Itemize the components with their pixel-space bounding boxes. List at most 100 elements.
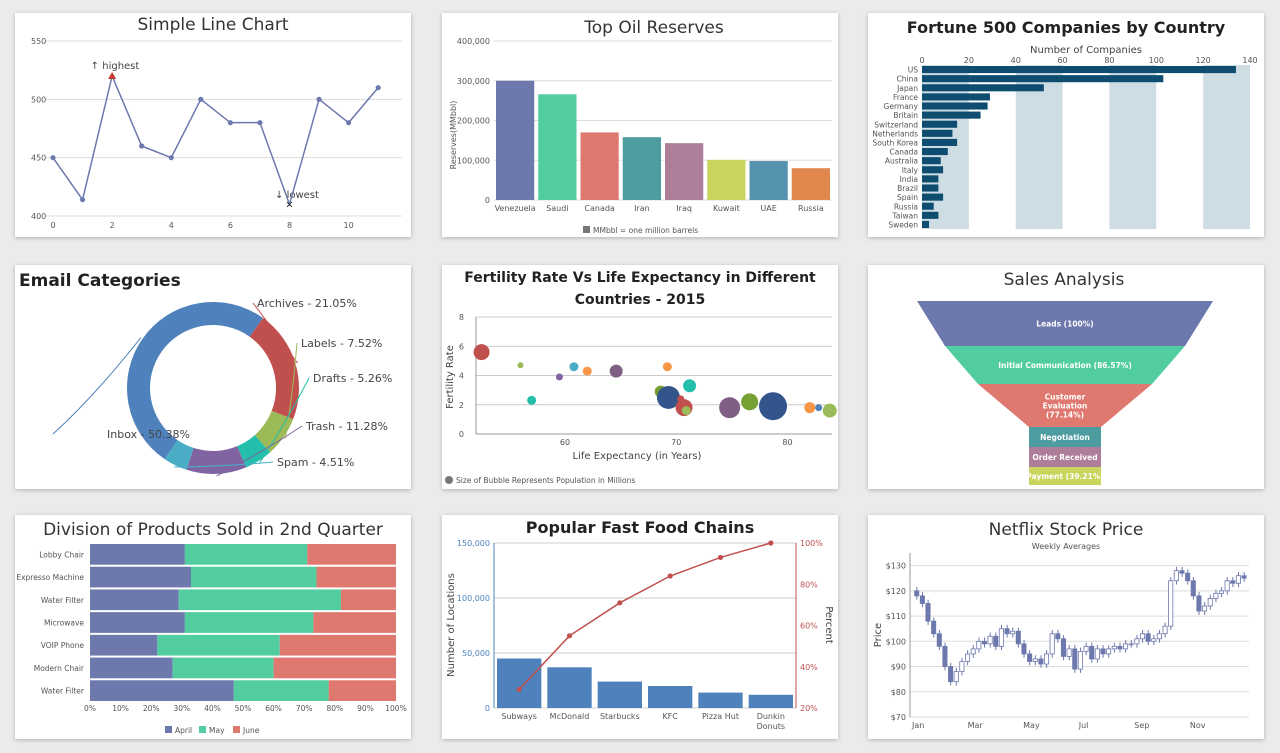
stage-label: Leads (100%) xyxy=(1036,320,1093,329)
y-tick-label: $90 xyxy=(891,663,906,672)
y-tick-label: 150,000 xyxy=(457,539,490,548)
data-point xyxy=(50,155,56,161)
chart-title: Fortune 500 Companies by Country xyxy=(907,18,1226,37)
donut-slice xyxy=(249,318,299,420)
stage-label: Order Received xyxy=(1032,453,1097,462)
stage-label: Payment (39.21%) xyxy=(1026,472,1104,481)
y-tick-label: 200,000 xyxy=(457,117,490,126)
x-tick-label: 50% xyxy=(235,704,252,713)
bar xyxy=(748,694,793,708)
y-tick-label: Microwave xyxy=(44,619,84,628)
candle xyxy=(1004,628,1010,635)
x-tick-label: 80 xyxy=(782,438,792,447)
y2-tick-label: 40% xyxy=(800,663,818,672)
x-tick-label: KFC xyxy=(662,712,678,721)
bubble xyxy=(719,397,741,419)
y-tick-label: 100,000 xyxy=(457,594,490,603)
candle xyxy=(1015,630,1021,645)
x-tick-label: 10 xyxy=(344,221,354,230)
y-tick-label: Spain xyxy=(897,193,918,202)
y-tick-label: Italy xyxy=(902,166,919,175)
bubble xyxy=(662,362,672,372)
y-tick-label: $80 xyxy=(891,688,906,697)
candle xyxy=(914,590,920,597)
x-tick-label: 60 xyxy=(1057,56,1067,65)
chart-card-simple-line: Simple Line Chart ↑ highest ↓ lowest 400… xyxy=(15,13,411,237)
cumulative-point xyxy=(768,540,774,546)
leader-line xyxy=(284,342,298,439)
y-tick-label: Modern Chair xyxy=(34,664,85,673)
y-tick-label: South Korea xyxy=(873,139,918,148)
candle xyxy=(1190,580,1196,597)
candle xyxy=(1235,575,1241,584)
y-tick-label: Taiwan xyxy=(891,211,918,220)
y-tick-label: 6 xyxy=(459,342,464,351)
y-tick-label: $100 xyxy=(886,637,906,646)
chart-card-fertility: Fertility Rate Vs Life Expectancy in Dif… xyxy=(442,265,838,489)
x-tick-label: 80% xyxy=(326,704,343,713)
x-tick-label: 0% xyxy=(84,704,96,713)
candle xyxy=(931,620,937,635)
stacked-bar-segment xyxy=(184,544,308,565)
y-tick-label: US xyxy=(908,66,918,75)
stacked-bar-segment xyxy=(90,634,158,656)
x-tick-label: Canada xyxy=(584,204,615,213)
x-tick-label: Nov xyxy=(1190,721,1206,730)
bubble xyxy=(527,395,537,405)
x-tick-label: Subways xyxy=(501,712,537,721)
x-tick-label: 8 xyxy=(287,221,292,230)
bubble xyxy=(759,392,788,421)
x-tick-label: 6 xyxy=(228,221,233,230)
funnel-stage xyxy=(1029,427,1101,447)
candle xyxy=(1145,633,1151,642)
x-tick-label: 20% xyxy=(143,704,160,713)
candle xyxy=(1134,638,1140,645)
legend-marker xyxy=(233,726,240,733)
chart-card-sales-analysis: Sales Analysis Leads (100%) Initial Commu… xyxy=(868,265,1264,489)
bubble xyxy=(822,403,837,418)
data-point xyxy=(316,96,322,102)
bar xyxy=(922,166,944,174)
candle xyxy=(993,635,999,647)
y-tick-label: Expresso Machine xyxy=(16,573,84,582)
legend-label: June xyxy=(242,726,260,735)
y-tick-label: 50,000 xyxy=(462,649,490,658)
stacked-bar-segment xyxy=(178,589,341,611)
y-tick-label: Britain xyxy=(893,111,918,120)
lowest-point: × xyxy=(285,199,293,210)
chart-card-netflix: Netflix Stock Price Weekly Averages Pric… xyxy=(868,515,1264,739)
bubble xyxy=(804,402,816,414)
candle xyxy=(1027,653,1033,662)
candle xyxy=(1083,645,1089,652)
bubble xyxy=(656,385,680,409)
data-point xyxy=(198,96,204,102)
y-tick-label: $120 xyxy=(886,587,906,596)
stacked-bar-segment xyxy=(172,657,274,679)
bar xyxy=(698,692,743,708)
candle xyxy=(1230,580,1236,584)
stacked-bar-segment xyxy=(90,657,173,679)
y-tick-label: Water Filter xyxy=(41,687,85,696)
candle xyxy=(1044,653,1050,665)
bar xyxy=(597,681,642,708)
legend-marker xyxy=(583,226,590,233)
legend-label: April xyxy=(175,726,192,735)
cumulative-point xyxy=(617,600,623,606)
bar xyxy=(580,132,619,200)
stacked-bar-segment xyxy=(233,680,329,701)
candle xyxy=(981,640,987,645)
cumulative-point xyxy=(667,573,673,579)
stacked-bar-segment xyxy=(328,680,396,701)
candle xyxy=(1111,645,1117,650)
candle xyxy=(1106,648,1112,655)
candle xyxy=(953,671,959,683)
candle xyxy=(948,666,954,683)
chart-subtitle: Weekly Averages xyxy=(1032,542,1100,551)
y-tick-label: $130 xyxy=(886,562,906,571)
x-tick-label: 2 xyxy=(110,221,115,230)
candle xyxy=(1089,645,1095,660)
candle xyxy=(942,645,948,667)
bubble xyxy=(517,362,524,369)
slice-label: Spam - 4.51% xyxy=(277,456,354,469)
legend-label: MMbbl = one million barrels xyxy=(593,226,698,235)
